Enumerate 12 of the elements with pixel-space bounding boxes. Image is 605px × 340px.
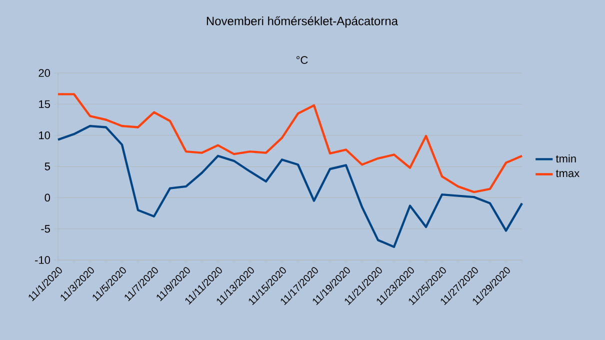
legend-label: tmax xyxy=(556,170,580,178)
y-tick-label: 0 xyxy=(44,194,50,202)
y-tick-label: -5 xyxy=(41,225,50,233)
y-tick-label: 15 xyxy=(39,100,50,108)
line-series xyxy=(56,93,524,194)
legend-label: tmin xyxy=(556,154,576,163)
y-tick-label: 20 xyxy=(38,69,50,77)
chart-subtitle: °C xyxy=(296,56,308,64)
y-tick-label: 10 xyxy=(39,131,50,140)
y-tick-label: -10 xyxy=(35,256,50,264)
y-tick-label: 5 xyxy=(44,162,50,170)
chart-title: Novemberi hőmérséklet-Apácatorna xyxy=(206,16,398,28)
